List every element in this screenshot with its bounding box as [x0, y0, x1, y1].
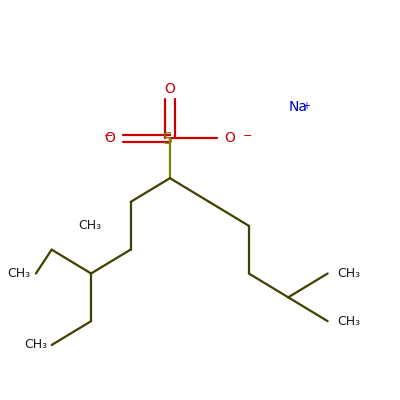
Text: O: O: [164, 82, 175, 96]
Text: CH₃: CH₃: [338, 267, 361, 280]
Text: CH₃: CH₃: [78, 219, 101, 232]
Text: CH₃: CH₃: [7, 267, 30, 280]
Text: −: −: [104, 131, 113, 141]
Text: CH₃: CH₃: [25, 338, 48, 352]
Text: Na: Na: [288, 100, 307, 114]
Text: S: S: [163, 132, 173, 147]
Text: O: O: [105, 132, 116, 146]
Text: −: −: [243, 131, 252, 141]
Text: CH₃: CH₃: [338, 315, 361, 328]
Text: +: +: [302, 102, 310, 112]
Text: O: O: [224, 132, 235, 146]
